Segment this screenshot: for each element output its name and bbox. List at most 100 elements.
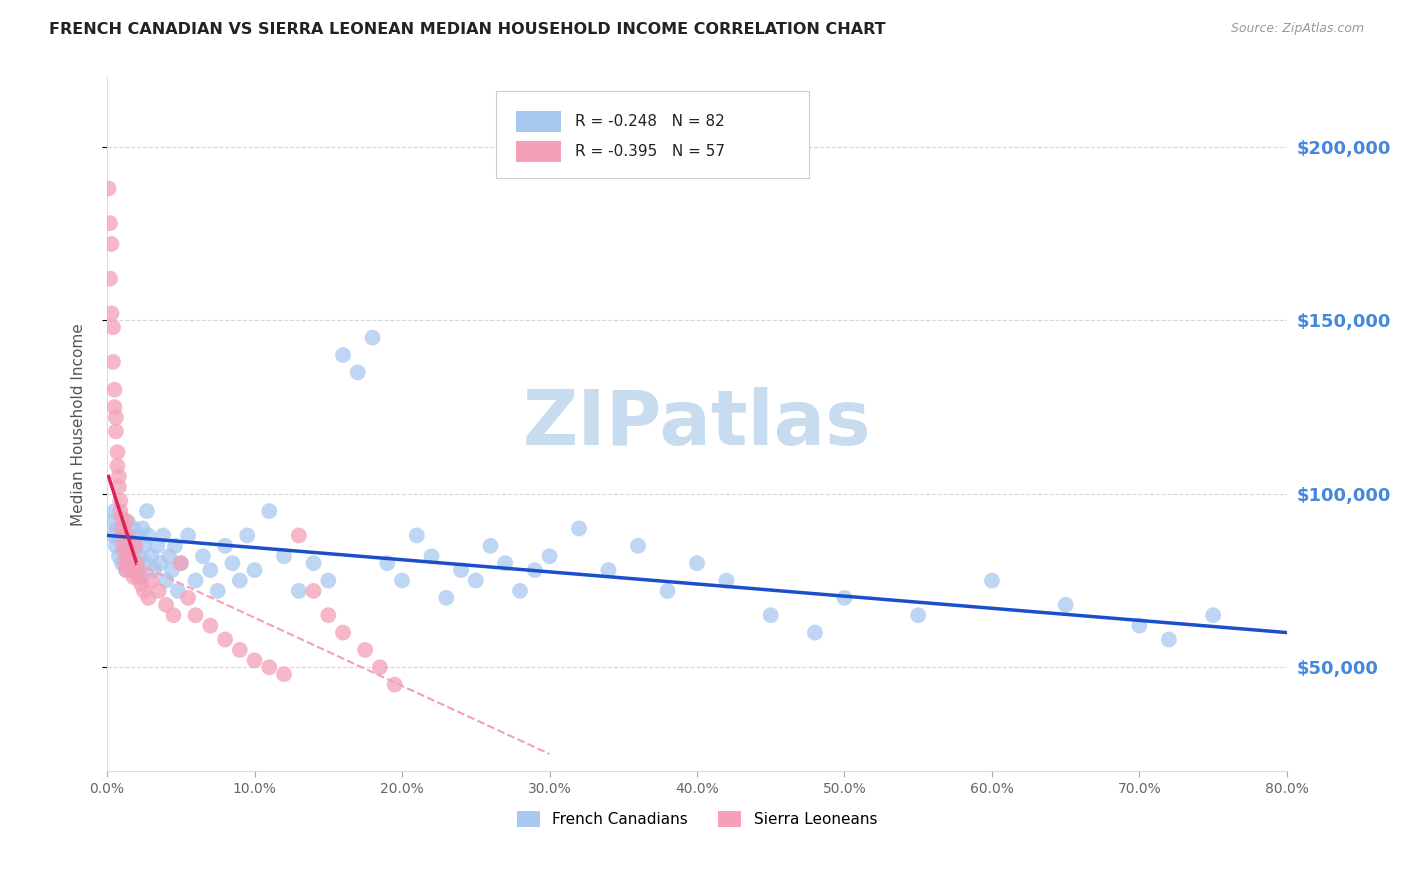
Point <box>103 400 125 414</box>
Point <box>464 574 486 588</box>
Point <box>111 521 134 535</box>
Point <box>100 515 122 529</box>
Point <box>101 320 124 334</box>
Point <box>162 608 184 623</box>
Text: Source: ZipAtlas.com: Source: ZipAtlas.com <box>1230 22 1364 36</box>
Point <box>375 556 398 570</box>
Point <box>538 549 561 564</box>
Point <box>155 574 177 588</box>
Point <box>124 539 146 553</box>
Point <box>598 563 620 577</box>
Point <box>236 528 259 542</box>
Point <box>98 271 121 285</box>
Point <box>229 643 252 657</box>
Point <box>105 445 128 459</box>
Point <box>120 546 142 560</box>
Point <box>167 583 190 598</box>
Point <box>834 591 856 605</box>
Point <box>118 535 141 549</box>
Point <box>759 608 782 623</box>
Point <box>111 556 134 570</box>
Point <box>243 653 266 667</box>
Point <box>125 556 148 570</box>
Text: R = -0.248   N = 82: R = -0.248 N = 82 <box>575 113 725 128</box>
Point <box>127 528 149 542</box>
Point <box>141 549 163 564</box>
Point <box>368 660 391 674</box>
Point <box>110 504 132 518</box>
Point <box>120 549 142 564</box>
Point <box>1128 618 1150 632</box>
Bar <box>516 111 561 131</box>
Point <box>391 574 413 588</box>
Point <box>568 521 591 535</box>
Point <box>981 574 1004 588</box>
Text: FRENCH CANADIAN VS SIERRA LEONEAN MEDIAN HOUSEHOLD INCOME CORRELATION CHART: FRENCH CANADIAN VS SIERRA LEONEAN MEDIAN… <box>49 22 886 37</box>
Point <box>494 556 516 570</box>
Point <box>117 528 139 542</box>
Point <box>104 539 127 553</box>
Point <box>163 539 186 553</box>
Point <box>108 549 131 564</box>
Point <box>221 556 243 570</box>
Point <box>302 583 325 598</box>
Point <box>118 539 141 553</box>
Point <box>214 539 236 553</box>
Point <box>129 570 152 584</box>
Point <box>117 515 139 529</box>
Point <box>149 556 172 570</box>
Point <box>122 521 145 535</box>
Point <box>1202 608 1225 623</box>
Point <box>105 521 128 535</box>
Text: ZIPatlas: ZIPatlas <box>523 387 872 461</box>
Point <box>104 425 127 439</box>
Point <box>243 563 266 577</box>
Point <box>114 556 136 570</box>
Point <box>361 331 384 345</box>
Point <box>804 625 827 640</box>
Point <box>115 515 138 529</box>
Point <box>354 643 377 657</box>
Point <box>716 574 738 588</box>
Point <box>122 570 145 584</box>
Point <box>110 493 132 508</box>
Point <box>302 556 325 570</box>
Point <box>177 591 200 605</box>
Point <box>143 563 166 577</box>
Point <box>155 598 177 612</box>
Point <box>288 528 311 542</box>
Point <box>97 181 120 195</box>
Bar <box>516 141 561 162</box>
Point <box>450 563 472 577</box>
Point <box>316 608 339 623</box>
Point <box>135 504 157 518</box>
Point <box>384 678 406 692</box>
Point <box>332 348 354 362</box>
Point <box>259 504 281 518</box>
Point <box>112 528 135 542</box>
Point <box>509 583 531 598</box>
Point <box>1157 632 1180 647</box>
Point <box>127 570 149 584</box>
FancyBboxPatch shape <box>496 91 808 178</box>
Text: R = -0.395   N = 57: R = -0.395 N = 57 <box>575 145 725 159</box>
Point <box>200 563 222 577</box>
Point <box>686 556 709 570</box>
Point <box>121 559 143 574</box>
Point <box>110 532 132 546</box>
Legend: French Canadians, Sierra Leoneans: French Canadians, Sierra Leoneans <box>510 805 883 833</box>
Point <box>332 625 354 640</box>
Point <box>132 583 155 598</box>
Point <box>273 667 295 681</box>
Point <box>114 546 136 560</box>
Point <box>124 542 146 557</box>
Point <box>184 608 207 623</box>
Point <box>131 521 153 535</box>
Point <box>138 591 160 605</box>
Point <box>141 574 163 588</box>
Point <box>121 563 143 577</box>
Point <box>128 549 150 564</box>
Point <box>101 355 124 369</box>
Point <box>104 410 127 425</box>
Point <box>108 469 131 483</box>
